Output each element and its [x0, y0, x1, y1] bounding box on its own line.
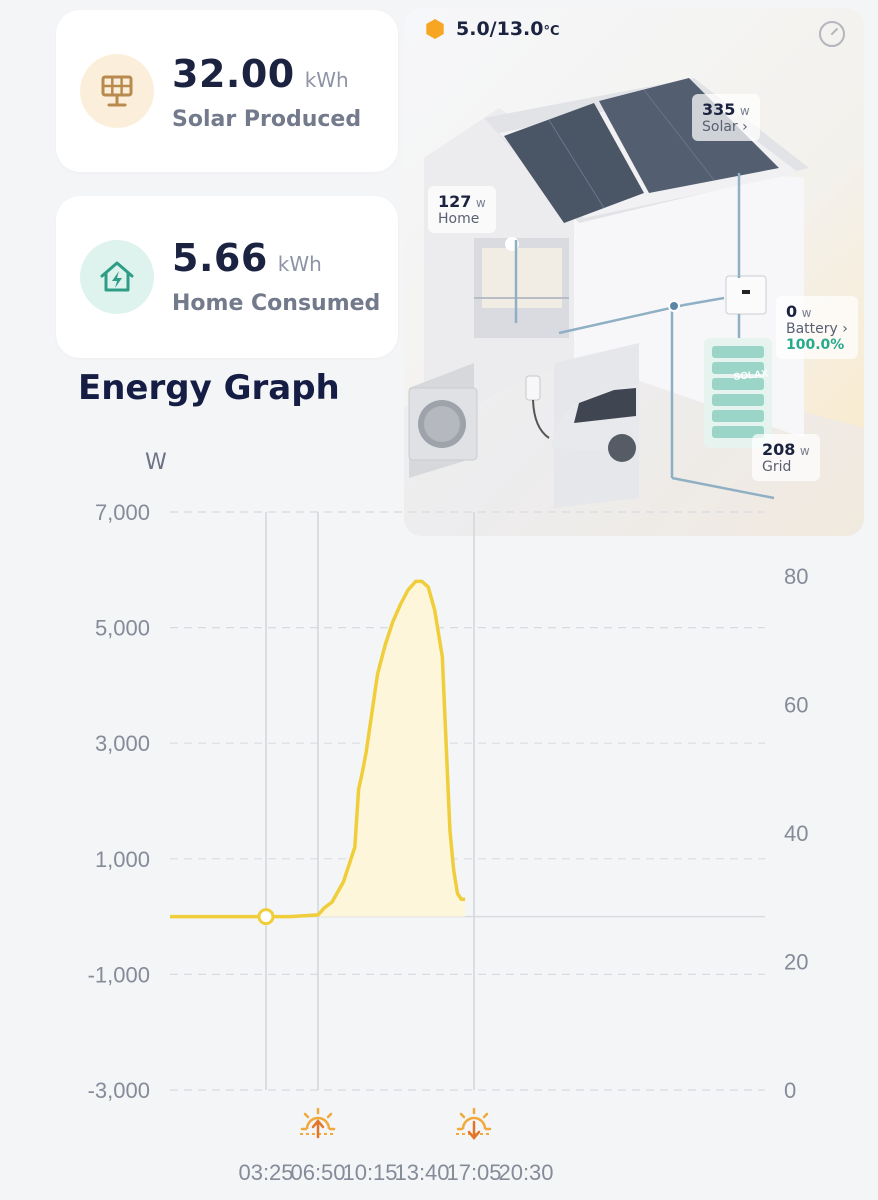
home-flow-label: Home [438, 211, 480, 227]
solar-power-line [170, 579, 466, 919]
x-tick-label: 20:30 [498, 1160, 553, 1185]
y-right-tick-label: 0 [784, 1078, 796, 1103]
x-tick-label: 17:05 [446, 1160, 501, 1185]
y-axis-unit: W [145, 450, 167, 475]
sunset-icon [456, 1107, 492, 1140]
solar-produced-label: Solar Produced [172, 107, 362, 132]
solar-flow-unit: w [739, 104, 750, 118]
grid-flow-value: 208 [762, 440, 796, 459]
solar-flow-label: Solar [702, 119, 738, 135]
solar-flow-value: 335 [702, 100, 736, 119]
solar-produced-card[interactable]: 32.00 kWh Solar Produced [56, 10, 398, 172]
graph-cursor-marker[interactable] [257, 908, 275, 926]
y-left-tick-label: -3,000 [88, 1078, 150, 1103]
home-flow-unit: w [475, 196, 486, 210]
battery-flow-label: Battery [786, 321, 838, 337]
x-tick-label: 03:25 [238, 1160, 293, 1185]
solar-area-fill [170, 581, 466, 917]
y-left-tick-label: 3,000 [95, 731, 150, 756]
y-left-tick-label: -1,000 [88, 962, 150, 987]
solar-produced-value: 32.00 [172, 52, 295, 96]
energy-graph-title: Energy Graph [78, 368, 340, 408]
y-right-tick-label: 80 [784, 564, 808, 589]
grid-flow-tag[interactable]: 208 w Grid [752, 434, 820, 481]
home-flow-tag[interactable]: 127 w Home [428, 186, 496, 233]
x-tick-label: 13:40 [394, 1160, 449, 1185]
grid-flow-label: Grid [762, 459, 792, 475]
weather-temp: 5.0/13.0°C [456, 18, 560, 40]
home-consumed-unit: kWh [277, 252, 322, 276]
x-tick-label: 10:15 [342, 1160, 397, 1185]
battery-percent: 100.0% [786, 337, 845, 353]
battery-flow-unit: w [801, 306, 812, 320]
y-right-tick-label: 20 [784, 950, 808, 975]
y-left-tick-label: 7,000 [95, 500, 150, 525]
home-consumed-value: 5.66 [172, 236, 268, 280]
y-right-tick-label: 60 [784, 693, 808, 718]
y-right-tick-label: 40 [784, 821, 808, 846]
y-left-tick-label: 5,000 [95, 616, 150, 641]
energy-graph-chart[interactable]: 7,000 5,000 3,000 1,000 -1,000 -3,000 80 60 40 2… [0, 440, 878, 1200]
weather-readout: 5.0/13.0°C [424, 18, 560, 40]
home-consumed-label: Home Consumed [172, 291, 381, 316]
battery-flow-tag[interactable]: 0 w Battery › 100.0% [776, 296, 858, 359]
solar-flow-tag[interactable]: 335 w Solar › [692, 94, 760, 141]
solar-produced-unit: kWh [304, 68, 349, 92]
home-flow-value: 127 [438, 192, 472, 211]
house-bolt-icon [80, 240, 154, 314]
home-consumed-card[interactable]: 5.66 kWh Home Consumed [56, 196, 398, 358]
battery-flow-value: 0 [786, 302, 798, 321]
x-tick-label: 06:50 [290, 1160, 345, 1185]
solar-panel-icon [80, 54, 154, 128]
house-energy-panel[interactable]: SOLAX 5.0/13.0°C 335 w Solar › 127 w Hom… [404, 8, 864, 536]
chevron-right-icon: › [842, 321, 848, 337]
chevron-right-icon: › [742, 119, 748, 135]
sunrise-icon [300, 1107, 336, 1139]
grid-flow-unit: w [799, 444, 810, 458]
clock-icon[interactable] [818, 20, 846, 52]
y-left-tick-label: 1,000 [95, 847, 150, 872]
sun-icon [426, 19, 444, 39]
weather-unit: °C [543, 24, 560, 39]
